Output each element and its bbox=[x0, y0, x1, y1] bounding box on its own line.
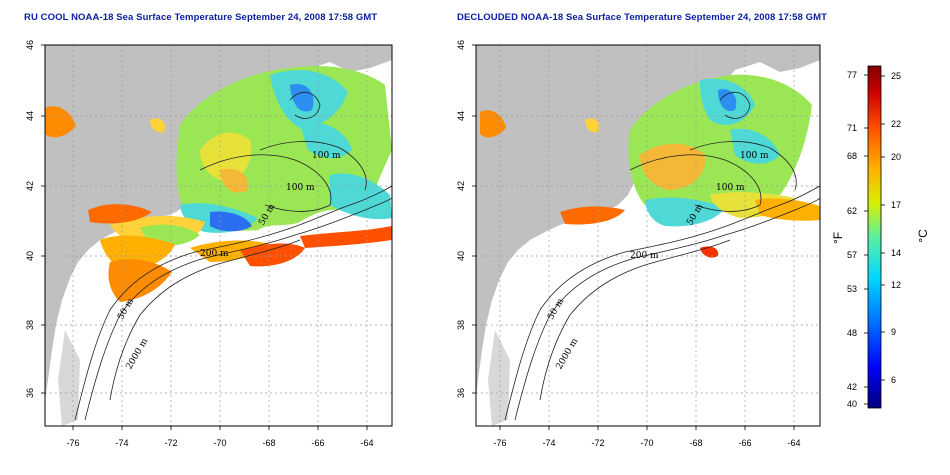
x-tick-label: -72 bbox=[164, 438, 177, 448]
bathymetry-contours-right bbox=[504, 91, 820, 421]
chesapeake-bay bbox=[506, 272, 532, 380]
axis-ticks-right bbox=[472, 44, 795, 430]
colorbar-fahrenheit-labels: 77 71 68 62 57 53 48 42 40 bbox=[847, 70, 857, 409]
celsius-tick-label: 14 bbox=[891, 248, 901, 258]
chesapeake-bay bbox=[76, 272, 102, 380]
sst-field-left bbox=[45, 65, 392, 302]
y-tick-label: 44 bbox=[25, 111, 35, 121]
x-tick-label: -74 bbox=[115, 438, 128, 448]
x-axis-labels-left: -76 -74 -72 -70 -68 -66 -64 bbox=[66, 438, 373, 448]
fahrenheit-tick-label: 57 bbox=[847, 250, 857, 260]
x-tick-label: -64 bbox=[360, 438, 373, 448]
fahrenheit-tick-label: 53 bbox=[847, 284, 857, 294]
map-panel-left: 100 m 100 m 50 m 200 m 50 m 2000 m -76 -… bbox=[25, 40, 393, 448]
y-tick-label: 36 bbox=[456, 388, 466, 398]
celsius-unit-label: °C bbox=[916, 229, 930, 243]
fahrenheit-unit-label: °F bbox=[831, 232, 845, 244]
contour-label: 100 m bbox=[716, 183, 745, 193]
x-tick-label: -66 bbox=[311, 438, 324, 448]
x-tick-label: -68 bbox=[689, 438, 702, 448]
fahrenheit-tick-label: 77 bbox=[847, 70, 857, 80]
axis-ticks-left bbox=[41, 44, 368, 430]
colorbar: 77 71 68 62 57 53 48 42 40 25 22 20 17 1… bbox=[831, 65, 930, 409]
fahrenheit-tick-label: 62 bbox=[847, 206, 857, 216]
x-tick-label: -70 bbox=[640, 438, 653, 448]
y-tick-label: 38 bbox=[456, 320, 466, 330]
celsius-tick-label: 6 bbox=[891, 375, 896, 385]
fahrenheit-tick-label: 68 bbox=[847, 151, 857, 161]
contour-label: 100 m bbox=[286, 183, 315, 193]
land-mass bbox=[476, 45, 820, 400]
celsius-tick-label: 17 bbox=[891, 200, 901, 210]
fahrenheit-tick-label: 48 bbox=[847, 328, 857, 338]
graticule-right bbox=[476, 45, 820, 426]
y-axis-labels-right: 46 44 42 40 38 36 bbox=[456, 40, 466, 398]
fahrenheit-tick-label: 40 bbox=[847, 399, 857, 409]
x-tick-label: -66 bbox=[738, 438, 751, 448]
land-mass bbox=[45, 45, 392, 400]
contour-label: 200 m bbox=[200, 249, 229, 259]
celsius-tick-label: 22 bbox=[891, 119, 901, 129]
fahrenheit-tick-label: 71 bbox=[847, 123, 857, 133]
contour-label: 100 m bbox=[312, 151, 341, 161]
y-tick-label: 44 bbox=[456, 111, 466, 121]
y-tick-label: 46 bbox=[456, 40, 466, 50]
celsius-tick-label: 20 bbox=[891, 152, 901, 162]
celsius-tick-label: 25 bbox=[891, 71, 901, 81]
y-tick-label: 42 bbox=[25, 181, 35, 191]
map-title-left: RU COOL NOAA-18 Sea Surface Temperature … bbox=[24, 12, 378, 23]
map-frame bbox=[475, 44, 821, 427]
graticule-left bbox=[45, 45, 392, 426]
x-tick-label: -72 bbox=[591, 438, 604, 448]
celsius-tick-label: 12 bbox=[891, 280, 901, 290]
y-tick-label: 38 bbox=[25, 320, 35, 330]
y-axis-labels-left: 46 44 42 40 38 36 bbox=[25, 40, 35, 398]
colorbar-ticks bbox=[864, 74, 885, 405]
x-tick-label: -76 bbox=[493, 438, 506, 448]
fahrenheit-tick-label: 42 bbox=[847, 382, 857, 392]
land-coast-south bbox=[488, 330, 510, 426]
x-tick-label: -74 bbox=[542, 438, 555, 448]
colorbar-celsius-labels: 25 22 20 17 14 12 9 6 bbox=[891, 71, 901, 385]
map-title-right: DECLOUDED NOAA-18 Sea Surface Temperatur… bbox=[457, 12, 828, 23]
sst-field-right bbox=[480, 74, 820, 258]
celsius-tick-label: 9 bbox=[891, 327, 896, 337]
land-coast-south bbox=[58, 330, 80, 426]
map-frame bbox=[44, 44, 393, 427]
y-tick-label: 42 bbox=[456, 181, 466, 191]
y-tick-label: 40 bbox=[456, 251, 466, 261]
x-tick-label: -64 bbox=[787, 438, 800, 448]
colorbar-gradient bbox=[867, 65, 882, 409]
map-panel-right: 100 m 100 m 50 m 200 m 50 m 2000 m -76 -… bbox=[456, 40, 821, 448]
x-axis-labels-right: -76 -74 -72 -70 -68 -66 -64 bbox=[493, 438, 800, 448]
contour-label: 100 m bbox=[740, 151, 769, 161]
bathymetry-contours-left bbox=[74, 91, 392, 421]
x-tick-label: -76 bbox=[66, 438, 79, 448]
x-tick-label: -70 bbox=[213, 438, 226, 448]
contour-label: 200 m bbox=[630, 251, 659, 261]
y-tick-label: 40 bbox=[25, 251, 35, 261]
x-tick-label: -68 bbox=[262, 438, 275, 448]
y-tick-label: 36 bbox=[25, 388, 35, 398]
y-tick-label: 46 bbox=[25, 40, 35, 50]
